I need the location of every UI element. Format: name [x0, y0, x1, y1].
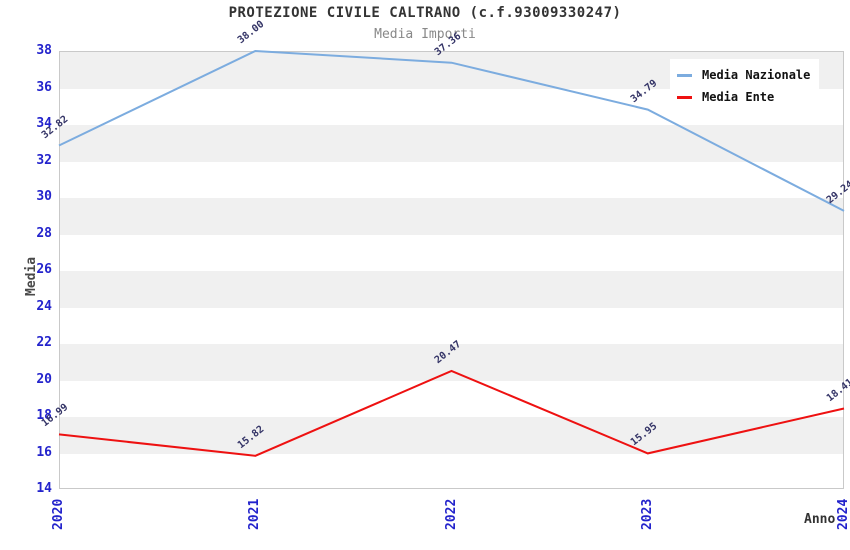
chart-title: PROTEZIONE CIVILE CALTRANO (c.f.93009330… — [228, 5, 622, 21]
legend-swatch-icon — [677, 95, 692, 99]
x-tick-label: 2022 — [443, 498, 459, 530]
y-tick-label: 20 — [36, 371, 52, 387]
y-tick-label: 34 — [36, 116, 52, 131]
x-axis-title: Anno — [804, 512, 836, 527]
y-tick-label: 26 — [36, 262, 52, 277]
legend-item-media-ente: Media Ente — [677, 86, 810, 108]
grid-band — [60, 198, 843, 235]
grid-band — [60, 271, 843, 308]
y-tick-label: 16 — [36, 444, 52, 460]
chart-subtitle: Media Importi — [374, 27, 476, 42]
y-tick-label: 30 — [36, 189, 52, 204]
y-tick-label: 36 — [36, 79, 52, 95]
legend-label: Media Nazionale — [702, 68, 811, 82]
y-tick-label: 32 — [36, 152, 52, 168]
y-tick-label: 28 — [36, 225, 52, 241]
x-tick-label: 2023 — [639, 498, 655, 530]
x-tick-label: 2020 — [51, 498, 66, 530]
y-tick-label: 22 — [36, 335, 52, 350]
x-tick-label: 2021 — [247, 498, 263, 530]
series-lines-layer — [58, 49, 845, 457]
y-tick-label: 18 — [36, 408, 52, 423]
y-tick-label: 14 — [36, 481, 52, 496]
y-axis-title: Media — [24, 256, 39, 296]
legend-label: Media Ente — [702, 90, 775, 104]
y-tick-label: 24 — [36, 298, 52, 314]
x-tick-label: 2024 — [836, 498, 850, 530]
series-line-media-nazionale — [58, 49, 845, 212]
y-tick-label: 38 — [36, 43, 52, 58]
grid-band — [60, 417, 843, 454]
series-line-media-ente — [58, 369, 845, 457]
grid-band — [60, 344, 843, 381]
legend-swatch-icon — [677, 73, 692, 77]
legend: Media Nazionale Media Ente — [670, 59, 820, 113]
legend-item-media-nazionale: Media Nazionale — [677, 64, 810, 86]
